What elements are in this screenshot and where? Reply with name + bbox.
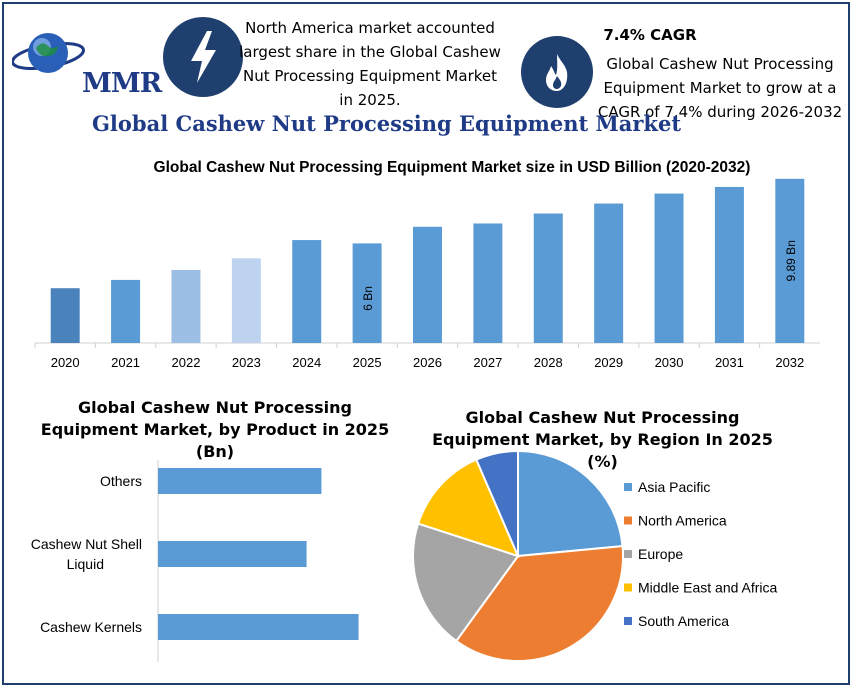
region-chart-title: Global Cashew Nut Processing Equipment M…: [432, 408, 773, 471]
legend-label-1: North America: [638, 513, 727, 529]
x-tick-label-2028: 2028: [534, 355, 563, 370]
product-label-1: Cashew Nut Shell Liquid: [31, 536, 142, 572]
lightning-icon: [191, 31, 216, 83]
bar-2024: [292, 240, 322, 343]
bar-2026: [413, 226, 442, 343]
info-north-america: North America market accounted largest s…: [239, 19, 501, 109]
legend-swatch-0: [624, 483, 632, 491]
legend-swatch-2: [624, 550, 632, 558]
x-tick-label-2025: 2025: [353, 355, 382, 370]
pie-slice-0: [517, 449, 624, 558]
pie-slice-4: [474, 449, 519, 557]
legend-label-4: South America: [638, 613, 729, 629]
legend-swatch-4: [624, 617, 632, 625]
bar-2031: [714, 186, 744, 343]
bar-2022: [171, 269, 201, 343]
product-bar-2: [158, 614, 359, 640]
bar-2020: [50, 288, 80, 343]
legend-swatch-3: [624, 583, 632, 592]
product-chart-title: Global Cashew Nut Processing Equipment M…: [40, 398, 390, 461]
bar-2023: [231, 258, 261, 343]
pie-slice-3: [416, 458, 520, 558]
legend-label-3: Middle East and Africa: [638, 580, 778, 596]
legend-label-0: Asia Pacific: [638, 479, 710, 495]
product-label-2: Cashew Kernels: [40, 619, 142, 635]
globe-icon: [10, 33, 86, 73]
x-tick-label-2032: 2032: [775, 355, 804, 370]
x-tick-label-2023: 2023: [232, 355, 261, 370]
data-label-2032: 9.89 Bn: [784, 240, 798, 281]
data-label-2025: 6 Bn: [361, 286, 375, 311]
legend-label-2: Europe: [638, 546, 683, 562]
mmr-logo: MMR: [10, 20, 162, 99]
bar-2027: [473, 223, 503, 343]
pie-slice-2: [412, 522, 520, 643]
flame-badge: [521, 36, 593, 108]
legend-swatch-1: [624, 516, 632, 525]
cagr-text: Global Cashew Nut Processing Equipment M…: [597, 55, 843, 121]
product-bar-1: [158, 541, 307, 567]
x-tick-label-2027: 2027: [473, 355, 502, 370]
bar-2032: [775, 178, 805, 343]
x-tick-label-2031: 2031: [715, 355, 744, 370]
flame-icon: [546, 54, 568, 91]
logo-text: MMR: [82, 68, 162, 99]
product-bar-0: [158, 468, 322, 494]
pie-slice-1: [454, 545, 624, 662]
main-title: Global Cashew Nut Processing Equipment M…: [92, 111, 682, 136]
x-tick-label-2022: 2022: [172, 355, 201, 370]
cagr-title: 7.4% CAGR: [603, 26, 697, 44]
lightning-badge: [163, 17, 243, 97]
x-tick-label-2026: 2026: [413, 355, 442, 370]
x-tick-label-2030: 2030: [655, 355, 684, 370]
x-tick-label-2021: 2021: [111, 355, 140, 370]
bar-2030: [654, 193, 684, 343]
bar-2028: [533, 213, 563, 343]
bar-2025: [352, 243, 382, 343]
bar-2021: [111, 279, 141, 343]
bar-2029: [594, 203, 624, 343]
bar-chart-title: Global Cashew Nut Processing Equipment M…: [154, 159, 751, 176]
x-tick-label-2024: 2024: [292, 355, 321, 370]
product-label-0: Others: [100, 473, 142, 489]
x-tick-label-2029: 2029: [594, 355, 623, 370]
x-tick-label-2020: 2020: [51, 355, 80, 370]
